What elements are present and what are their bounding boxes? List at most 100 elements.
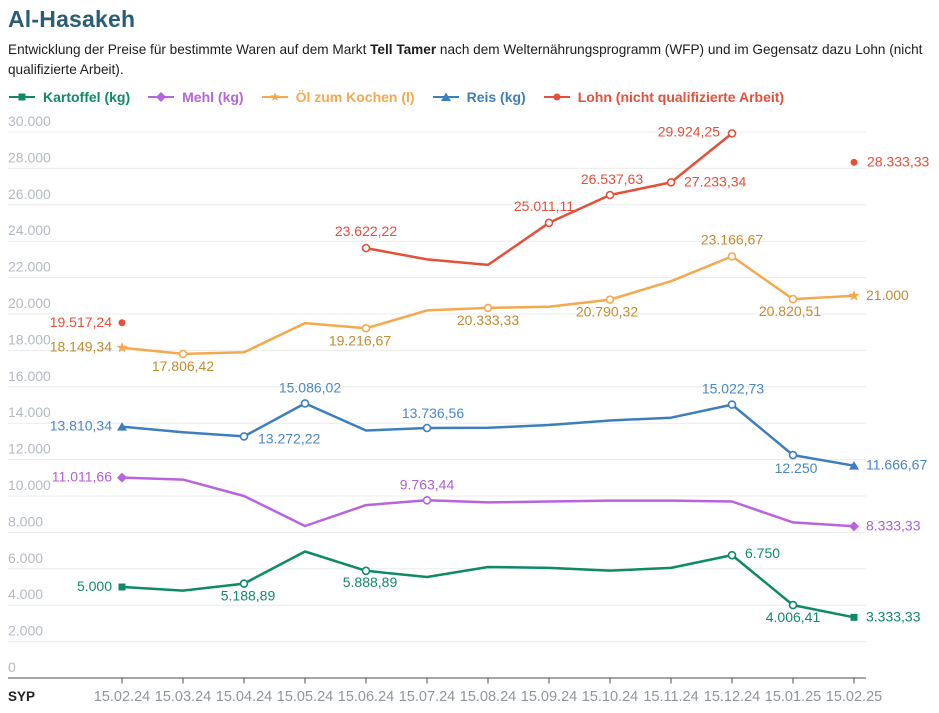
data-point-marker[interactable] xyxy=(239,432,249,441)
data-point-label: 5.188,89 xyxy=(221,588,276,604)
data-point-label: 29.924,25 xyxy=(658,123,720,139)
data-point-label: 28.333,33 xyxy=(867,153,929,169)
y-tick-label: 30.000 xyxy=(8,113,51,129)
chart-description: Entwicklung der Preise für bestimmte War… xyxy=(8,40,931,79)
data-point-label: 11.011,66 xyxy=(52,469,112,485)
x-tick-label: 15.12.24 xyxy=(704,689,760,705)
y-tick-label: 28.000 xyxy=(8,149,51,165)
data-point-label: 12.250 xyxy=(775,460,818,476)
data-point-marker[interactable] xyxy=(727,252,737,261)
star-marker-icon[interactable] xyxy=(848,289,860,301)
data-point-marker[interactable] xyxy=(422,496,432,505)
data-point-marker[interactable] xyxy=(361,566,371,576)
data-point-label: 26.537,63 xyxy=(581,171,643,187)
y-tick-label: 10.000 xyxy=(8,477,51,493)
x-tick-label: 15.04.24 xyxy=(216,689,272,705)
diamond-marker-icon[interactable] xyxy=(117,472,127,483)
data-point-label: 13.272,22 xyxy=(258,430,320,446)
data-point-label: 13.810,34 xyxy=(50,418,112,434)
y-tick-label: 14.000 xyxy=(8,404,51,420)
legend-item: Reis (kg) xyxy=(432,89,526,105)
data-point-label: 23.622,22 xyxy=(335,223,397,239)
x-tick-label: 15.02.25 xyxy=(826,689,882,705)
description-market-name: Tell Tamer xyxy=(370,42,437,57)
legend-item: Lohn (nicht qualifizierte Arbeit) xyxy=(543,89,784,105)
data-point-label: 25.011,11 xyxy=(514,198,574,214)
data-point-marker[interactable] xyxy=(361,243,371,253)
data-point-label: 11.666,67 xyxy=(866,457,927,473)
triangle-marker-icon[interactable] xyxy=(117,422,127,431)
data-point-label: 19.517,24 xyxy=(50,314,112,330)
data-point-marker[interactable] xyxy=(605,190,615,200)
circle-marker-icon[interactable] xyxy=(118,319,126,327)
chart-legend: Kartoffel (kg) Mehl (kg) Öl zum Kochen (l)… xyxy=(8,89,931,105)
data-point-marker[interactable] xyxy=(727,400,737,409)
data-point-marker[interactable] xyxy=(666,178,676,187)
data-point-label: 19.216,67 xyxy=(329,332,391,348)
data-point-label: 27.233,34 xyxy=(684,173,746,189)
y-tick-label: 26.000 xyxy=(8,186,51,202)
data-point-marker[interactable] xyxy=(483,303,493,313)
data-point-label: 15.022,73 xyxy=(702,381,764,397)
data-point-label: 13.736,56 xyxy=(402,405,464,421)
legend-item: Mehl (kg) xyxy=(147,89,244,106)
y-tick-label: 22.000 xyxy=(8,259,51,275)
data-point-label: 4.006,41 xyxy=(766,609,821,625)
data-point-marker[interactable] xyxy=(239,579,249,588)
legend-marker-icon xyxy=(543,93,570,101)
data-point-label: 20.820,51 xyxy=(759,303,821,319)
y-tick-label: 18.000 xyxy=(8,331,51,347)
data-point-marker[interactable] xyxy=(788,450,798,460)
legend-item-label: Reis (kg) xyxy=(466,89,526,106)
data-point-marker[interactable] xyxy=(788,294,798,304)
x-tick-label: 15.01.25 xyxy=(765,689,821,705)
square-marker-icon[interactable] xyxy=(118,583,126,591)
y-tick-label: 8.000 xyxy=(8,513,43,529)
star-marker-icon[interactable] xyxy=(269,92,280,102)
x-tick-label: 15.10.24 xyxy=(582,689,638,705)
data-point-label: 6.750 xyxy=(745,545,780,561)
data-point-marker[interactable] xyxy=(300,399,310,408)
data-point-marker[interactable] xyxy=(788,600,798,610)
data-point-label: 23.166,67 xyxy=(701,231,763,247)
data-point-marker[interactable] xyxy=(544,218,554,228)
triangle-marker-icon[interactable] xyxy=(440,92,451,102)
data-point-marker[interactable] xyxy=(727,550,737,560)
data-point-label: 21.000 xyxy=(866,287,909,303)
circle-marker-icon[interactable] xyxy=(553,93,561,101)
series-line xyxy=(120,402,856,467)
data-point-label: 17.806,42 xyxy=(152,358,214,374)
description-text: nach dem Welternährungsprogramm (WFP) un… xyxy=(8,42,923,77)
series-line xyxy=(120,476,856,528)
x-tick-label: 15.08.24 xyxy=(460,689,516,705)
x-tick-label: 15.07.24 xyxy=(399,689,455,705)
data-point-label: 20.333,33 xyxy=(457,312,519,328)
legend-item: Öl zum Kochen (l) xyxy=(261,89,415,105)
star-marker-icon[interactable] xyxy=(116,341,128,353)
y-tick-label: 12.000 xyxy=(8,441,51,457)
data-point-label: 15.086,02 xyxy=(279,379,341,395)
legend-item-label: Öl zum Kochen (l) xyxy=(295,89,415,106)
diamond-marker-icon[interactable] xyxy=(849,521,859,532)
triangle-marker-icon[interactable] xyxy=(849,461,859,470)
circle-marker-icon[interactable] xyxy=(850,158,858,166)
square-marker-icon[interactable] xyxy=(18,93,26,101)
data-point-label: 5.000 xyxy=(77,578,112,594)
square-marker-icon[interactable] xyxy=(850,613,858,621)
data-point-marker[interactable] xyxy=(422,423,432,433)
data-point-marker[interactable] xyxy=(605,295,615,304)
data-point-marker[interactable] xyxy=(178,349,188,359)
data-point-label: 8.333,33 xyxy=(866,517,921,533)
data-point-marker[interactable] xyxy=(727,129,737,138)
y-tick-label: 6.000 xyxy=(8,550,43,566)
data-point-label: 18.149,34 xyxy=(50,339,112,355)
data-point-marker[interactable] xyxy=(361,323,371,333)
legend-item-label: Mehl (kg) xyxy=(182,89,244,106)
y-tick-label: 24.000 xyxy=(8,222,51,238)
legend-item: Kartoffel (kg) xyxy=(8,89,130,105)
diamond-marker-icon[interactable] xyxy=(156,92,167,103)
legend-marker-icon xyxy=(261,92,288,102)
y-tick-label: 16.000 xyxy=(8,368,51,384)
